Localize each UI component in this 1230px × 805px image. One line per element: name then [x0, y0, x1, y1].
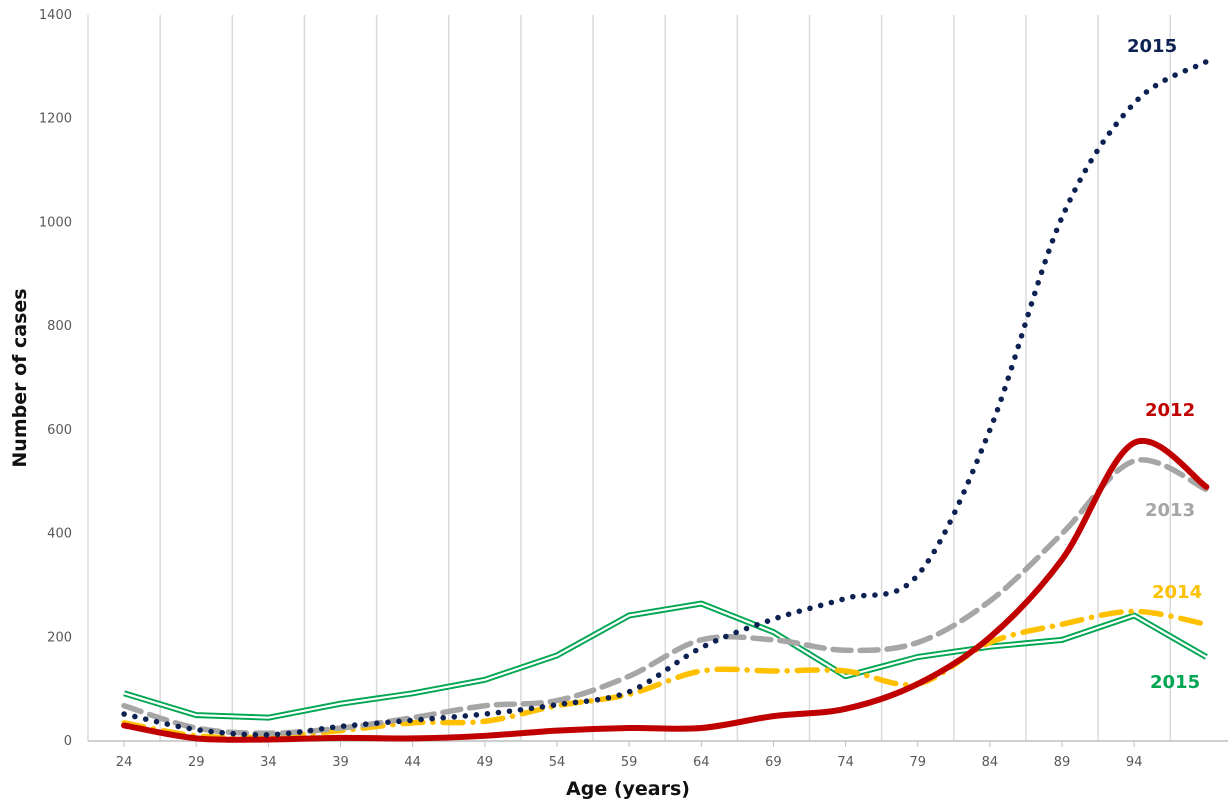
x-tick-label: 89 [1054, 755, 1071, 770]
series-line-2015-double-inner [123, 602, 1207, 719]
series-label-2013: 2013 [1145, 500, 1195, 521]
series-labels: 2015 2012 2013 2014 2015 [1127, 36, 1202, 693]
x-tick-label: 29 [188, 755, 205, 770]
series-label-2015-double: 2015 [1150, 672, 1200, 693]
series-line-2012-solid-thick [121, 437, 1210, 743]
y-axis-ticks: 0 200 400 600 800 1000 1200 1400 [39, 8, 72, 749]
x-tick-label: 54 [549, 755, 566, 770]
x-tick-label: 94 [1126, 755, 1143, 770]
series-label-2015-dotted: 2015 [1127, 36, 1177, 57]
x-tick-label: 39 [332, 755, 349, 770]
x-tick-label: 59 [621, 755, 638, 770]
grid [87, 15, 1172, 741]
series-line-2014-dash-dot [121, 608, 1210, 741]
y-tick-label: 800 [47, 319, 72, 334]
x-tick-label: 79 [909, 755, 926, 770]
x-tick-label: 69 [765, 755, 782, 770]
x-tick-label: 34 [260, 755, 277, 770]
y-tick-label: 400 [47, 527, 72, 542]
y-tick-label: 0 [64, 734, 72, 749]
x-tick-label: 74 [837, 755, 854, 770]
y-tick-label: 600 [47, 423, 72, 438]
y-tick-label: 1400 [39, 8, 72, 23]
x-tick-label: 44 [404, 755, 421, 770]
series-label-2014: 2014 [1152, 582, 1202, 603]
y-tick-label: 1200 [39, 112, 72, 127]
x-tick-label: 49 [477, 755, 494, 770]
x-tick-label: 24 [116, 755, 133, 770]
y-tick-label: 1000 [39, 215, 72, 230]
y-tick-label: 200 [47, 630, 72, 645]
x-tick-label: 64 [693, 755, 710, 770]
series-group [121, 58, 1210, 743]
x-tick-label: 84 [982, 755, 999, 770]
x-axis-ticks: 24 29 34 39 44 49 54 59 64 69 74 79 84 89 94 [116, 741, 1143, 770]
x-axis-title: Age (years) [566, 778, 690, 800]
series-label-2012: 2012 [1145, 400, 1195, 421]
y-axis-title: Number of cases [9, 288, 31, 467]
